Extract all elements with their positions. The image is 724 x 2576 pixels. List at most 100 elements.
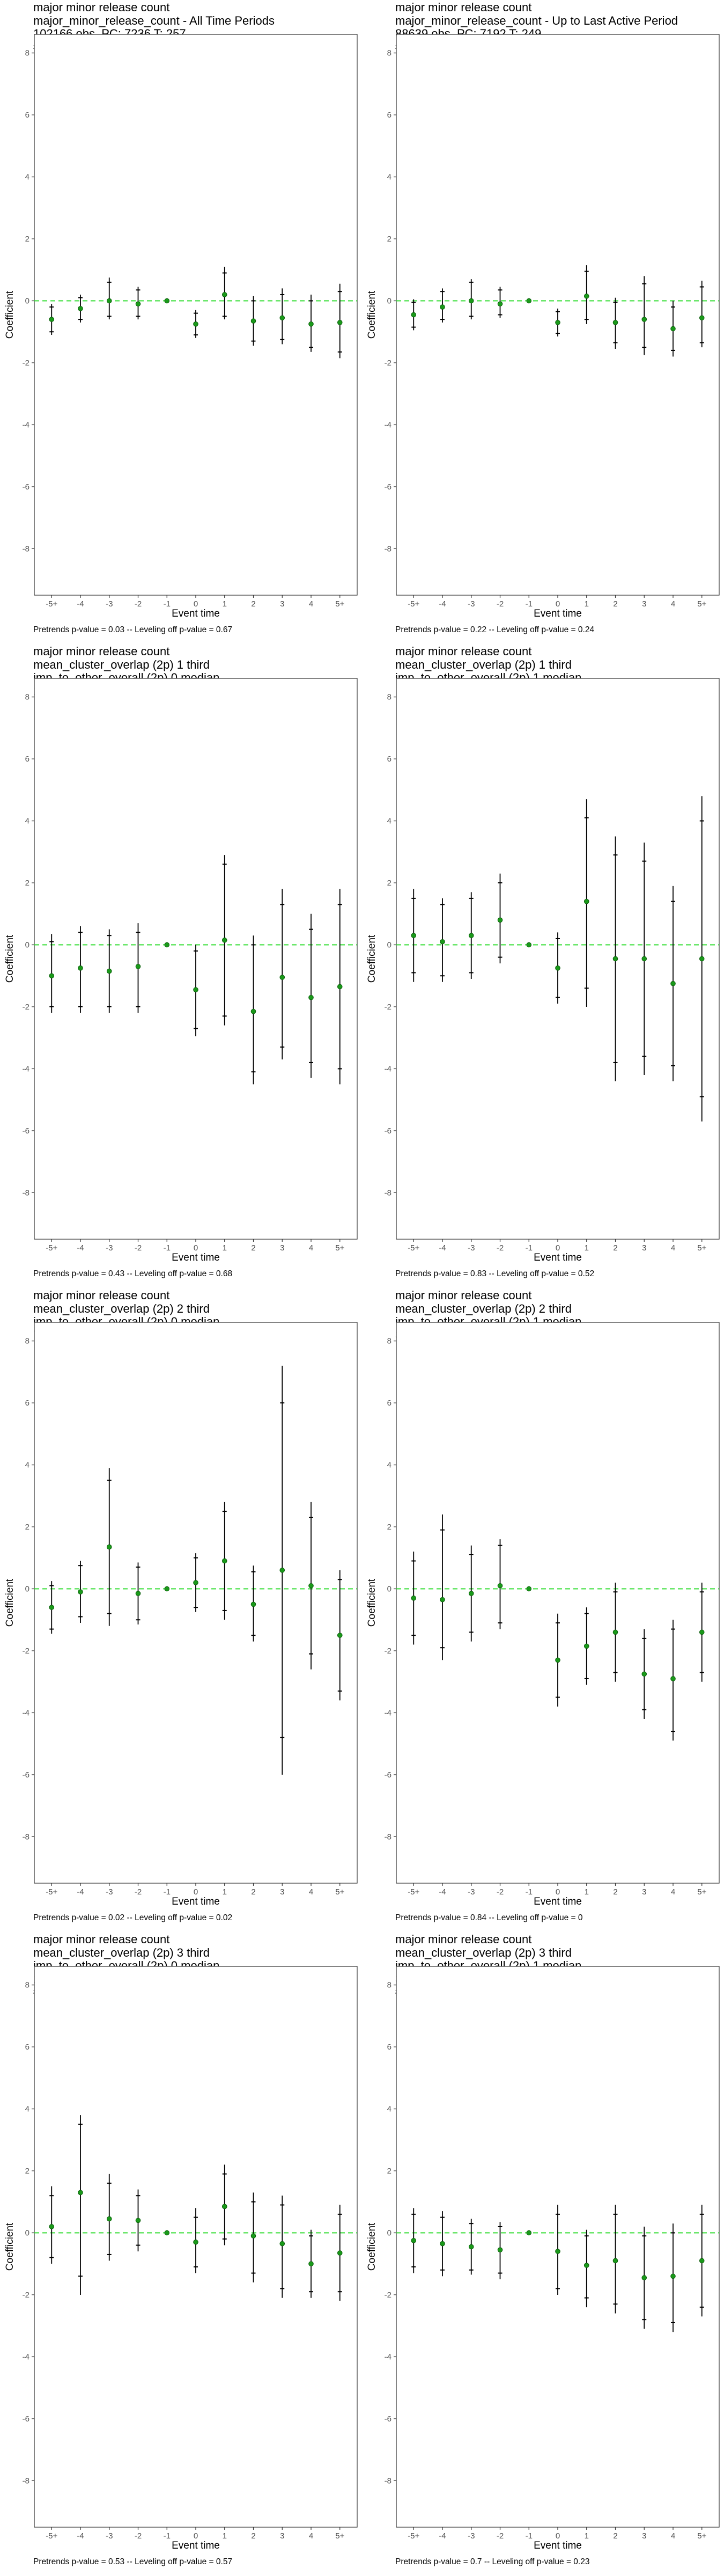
x-tick-label: 2 bbox=[251, 599, 255, 609]
coefficient-point bbox=[468, 933, 474, 938]
coefficient-point bbox=[411, 933, 417, 938]
coefficient-point bbox=[250, 1008, 256, 1014]
coefficient-point bbox=[78, 1589, 83, 1595]
y-tick-label: -6 bbox=[23, 1770, 29, 1780]
y-tick-label: -4 bbox=[23, 1708, 29, 1717]
event-time-estimate bbox=[193, 2208, 198, 2273]
y-tick-label: 4 bbox=[25, 173, 29, 182]
y-tick-label: 4 bbox=[387, 817, 391, 826]
x-tick-label: -4 bbox=[77, 1887, 84, 1897]
event-time-estimate bbox=[78, 926, 83, 1013]
event-time-estimate bbox=[337, 283, 343, 358]
x-tick-label: 4 bbox=[309, 599, 313, 609]
chart-svg: -8 -6 -4 -2 0 2 4 6 8 -5+ -4 -3 -2 -1 0 1 2 3 4 5+ Event tim… bbox=[366, 678, 720, 1263]
y-axis-title: Coefficient bbox=[4, 934, 16, 983]
event-time-estimate bbox=[641, 276, 647, 355]
coefficient-point bbox=[468, 1591, 474, 1596]
x-axis-title: Event time bbox=[534, 2540, 582, 2551]
x-tick-label: -2 bbox=[497, 2531, 504, 2541]
event-time-estimate bbox=[106, 2174, 112, 2261]
x-tick-label: -5+ bbox=[408, 1243, 419, 1253]
coefficient-point bbox=[641, 1671, 647, 1677]
y-tick-label: -8 bbox=[385, 2476, 391, 2485]
event-time-estimate bbox=[699, 796, 705, 1122]
chart-title-line: major minor release count bbox=[395, 1289, 532, 1302]
x-tick-label: 4 bbox=[309, 1887, 313, 1897]
event-time-estimate bbox=[78, 1561, 83, 1623]
event-time-estimate bbox=[699, 2205, 705, 2317]
y-tick-label: 4 bbox=[387, 2105, 391, 2114]
y-tick-label: -4 bbox=[23, 420, 29, 429]
x-tick-label: -1 bbox=[164, 599, 171, 609]
coefficient-point bbox=[555, 2249, 560, 2254]
x-tick-label: -5+ bbox=[408, 2531, 419, 2541]
coefficient-point bbox=[279, 1568, 285, 1573]
x-tick-label: 0 bbox=[194, 1887, 198, 1897]
y-axis-title: Coefficient bbox=[366, 1578, 378, 1627]
coefficient-point bbox=[250, 1601, 256, 1607]
event-time-estimate bbox=[221, 1502, 227, 1620]
y-tick-label: -2 bbox=[23, 2290, 29, 2300]
coefficient-point bbox=[670, 1676, 676, 1681]
x-tick-label: -4 bbox=[439, 1243, 446, 1253]
x-tick-label: 5+ bbox=[697, 1887, 706, 1897]
y-tick-label: -4 bbox=[23, 2352, 29, 2361]
event-time-estimate bbox=[164, 2230, 170, 2236]
event-time-estimate bbox=[526, 942, 532, 948]
coefficient-point bbox=[135, 964, 141, 969]
event-time-estimate bbox=[279, 889, 285, 1060]
coefficient-point bbox=[135, 1591, 141, 1596]
coefficient-point bbox=[468, 298, 474, 304]
event-time-estimate bbox=[106, 1468, 112, 1626]
event-time-estimate bbox=[440, 898, 445, 982]
event-time-estimate bbox=[308, 2229, 314, 2298]
event-time-estimate bbox=[411, 2208, 417, 2273]
x-tick-label: 5+ bbox=[697, 1243, 706, 1253]
x-tick-label: -4 bbox=[439, 1887, 446, 1897]
y-tick-label: 8 bbox=[387, 693, 391, 702]
event-time-estimate bbox=[279, 2196, 285, 2298]
x-tick-label: -4 bbox=[439, 2531, 446, 2541]
x-tick-label: 2 bbox=[251, 1887, 255, 1897]
coefficient-point bbox=[337, 320, 343, 325]
event-time-estimate bbox=[78, 2115, 83, 2295]
event-time-estimate bbox=[641, 842, 647, 1075]
y-tick-label: 6 bbox=[25, 2043, 29, 2052]
coefficient-point bbox=[49, 317, 55, 322]
x-tick-label: -2 bbox=[497, 599, 504, 609]
y-tick-label: 6 bbox=[25, 755, 29, 764]
y-tick-label: 2 bbox=[387, 1523, 391, 1532]
event-time-estimate bbox=[497, 2222, 503, 2280]
x-axis-title: Event time bbox=[534, 1252, 582, 1263]
event-time-estimate bbox=[555, 2205, 560, 2295]
y-tick-label: 2 bbox=[25, 235, 29, 244]
event-time-estimate bbox=[193, 1553, 198, 1612]
coefficient-point bbox=[135, 301, 141, 307]
x-tick-label: -3 bbox=[106, 1887, 113, 1897]
coefficient-point bbox=[583, 294, 589, 299]
event-time-estimate bbox=[670, 2223, 676, 2332]
pvalue-footnote: Pretrends p-value = 0.22 -- Leveling off… bbox=[395, 625, 595, 634]
x-tick-label: 5+ bbox=[335, 2531, 344, 2541]
x-tick-label: 4 bbox=[671, 1887, 675, 1897]
x-tick-label: -3 bbox=[468, 1887, 475, 1897]
event-time-estimate bbox=[641, 2226, 647, 2329]
y-tick-label: 8 bbox=[25, 693, 29, 702]
y-tick-label: 8 bbox=[25, 1981, 29, 1990]
event-time-estimate bbox=[699, 280, 705, 348]
coefficient-point bbox=[279, 2241, 285, 2246]
y-tick-label: 0 bbox=[25, 2229, 29, 2238]
y-tick-label: 2 bbox=[25, 1523, 29, 1532]
event-time-estimate bbox=[250, 935, 256, 1085]
coefficient-point bbox=[106, 1544, 112, 1550]
coefficient-point bbox=[78, 2190, 83, 2196]
y-tick-label: -8 bbox=[23, 1832, 29, 1841]
chart-title-line: major minor release count bbox=[33, 1, 170, 14]
coefficient-point bbox=[583, 2263, 589, 2268]
coefficient-point bbox=[221, 1558, 227, 1564]
event-time-estimate bbox=[308, 913, 314, 1078]
coefficient-point bbox=[497, 917, 503, 923]
event-time-estimate bbox=[279, 288, 285, 345]
x-tick-label: 1 bbox=[223, 1887, 227, 1897]
y-tick-label: -2 bbox=[23, 358, 29, 368]
